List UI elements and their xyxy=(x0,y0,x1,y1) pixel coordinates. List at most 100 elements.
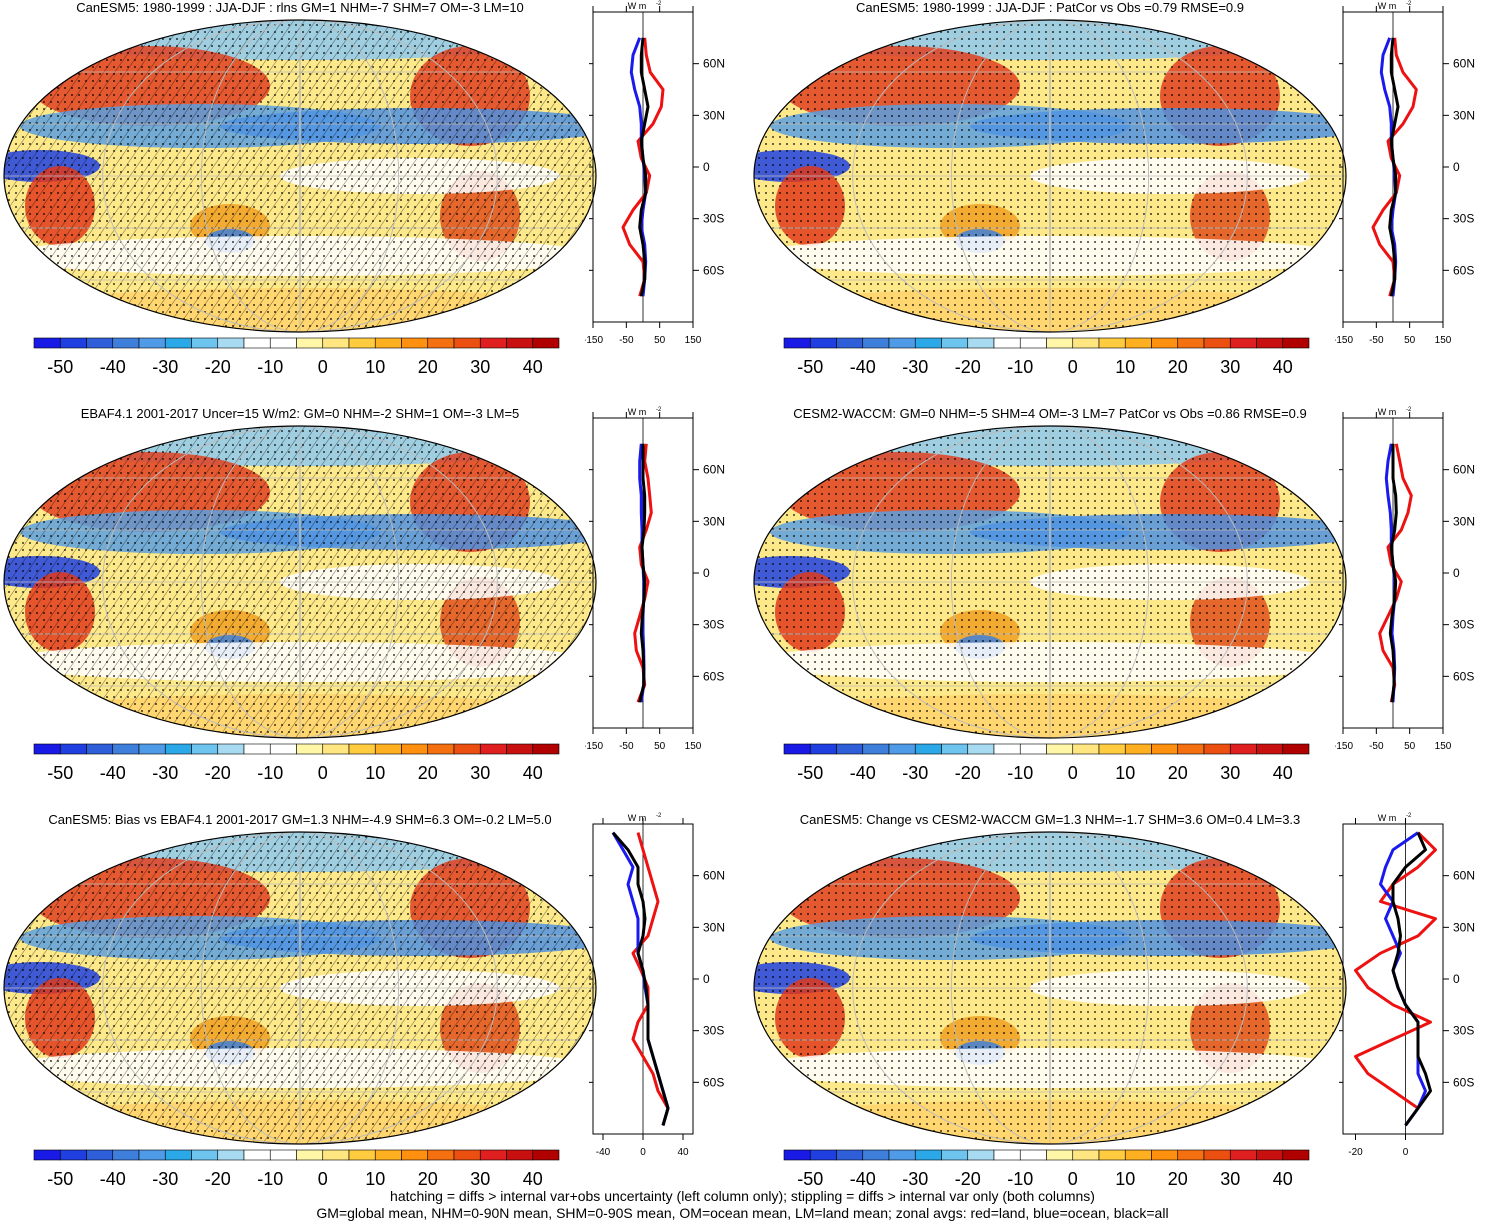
colorbar-swatch xyxy=(967,743,995,755)
panel-title: CanESM5: 1980-1999 : JJA-DJF : rlns GM=1… xyxy=(76,0,524,15)
colorbar-swatch xyxy=(374,1149,402,1161)
colorbar-swatch xyxy=(809,337,837,349)
colorbar-label: 40 xyxy=(523,357,543,377)
longitude-line xyxy=(950,832,1150,1144)
colorbar-swatch xyxy=(322,337,350,349)
x-tick-label: -150 xyxy=(1335,741,1353,752)
colorbar-label: 0 xyxy=(1068,1169,1078,1189)
colorbar-label: -20 xyxy=(955,1169,981,1189)
colorbar-swatch xyxy=(243,743,271,755)
colorbar-swatch xyxy=(836,1149,864,1161)
colorbar-swatch xyxy=(401,1149,429,1161)
y-tick-label: 0 xyxy=(703,566,710,580)
colorbar-swatch xyxy=(374,337,402,349)
colorbar-swatch xyxy=(809,1149,837,1161)
zonal-all-line xyxy=(1388,37,1400,297)
colorbar: -50-40-30-20-1001020304050 xyxy=(783,743,1310,783)
colorbar-label: 10 xyxy=(1115,763,1135,783)
y-tick-label: 30S xyxy=(703,618,724,632)
y-tick-label: 60S xyxy=(703,1075,724,1089)
colorbar-swatch xyxy=(296,337,324,349)
colorbar-label: -20 xyxy=(955,357,981,377)
colorbar-swatch xyxy=(59,743,87,755)
colorbar: -50-40-30-20-1001020304050 xyxy=(33,1149,560,1189)
longitude-line xyxy=(950,426,1150,738)
zonal-unit-superscript: -2 xyxy=(1406,407,1412,413)
colorbar-swatch xyxy=(1124,1149,1152,1161)
longitude-line xyxy=(299,20,301,332)
x-tick-label: 0 xyxy=(1403,1147,1409,1158)
colorbar-label: -40 xyxy=(850,1169,876,1189)
longitude-line xyxy=(200,426,400,738)
panel-title: CanESM5: Bias vs EBAF4.1 2001-2017 GM=1.… xyxy=(48,812,552,827)
colorbar-label: 40 xyxy=(1273,357,1293,377)
x-tick-label: 0 xyxy=(640,1147,646,1158)
colorbar-swatch xyxy=(1229,337,1257,349)
colorbar-swatch xyxy=(191,743,219,755)
longitude-line xyxy=(102,20,498,332)
y-tick-label: 60N xyxy=(1453,57,1475,71)
colorbar-label: -50 xyxy=(47,1169,73,1189)
panel-middle-right: CESM2-WACCM: GM=0 NHM=-5 SHM=4 OM=-3 LM=… xyxy=(750,406,1485,812)
map-plot xyxy=(753,831,1347,1145)
y-tick-label: 60N xyxy=(1453,869,1475,883)
map-border xyxy=(753,425,1347,739)
colorbar-label: -40 xyxy=(850,763,876,783)
y-tick-label: 0 xyxy=(1453,160,1460,174)
panel-title: CanESM5: 1980-1999 : JJA-DJF : PatCor vs… xyxy=(855,0,1244,15)
colorbar-swatch xyxy=(1019,743,1047,755)
colorbar-swatch xyxy=(1229,1149,1257,1161)
colorbar-swatch xyxy=(138,743,166,755)
zonal-all-line xyxy=(1391,832,1432,1127)
y-tick-label: 30N xyxy=(1453,920,1475,934)
footer-note-2: GM=global mean, NHM=0-90N mean, SHM=0-90… xyxy=(316,1205,1169,1221)
colorbar-label: 10 xyxy=(1115,1169,1135,1189)
colorbar-swatch xyxy=(1256,1149,1284,1161)
map-field xyxy=(4,832,596,1144)
longitude-line xyxy=(299,832,301,1144)
x-tick-label: -50 xyxy=(1369,335,1384,346)
y-tick-label: 60S xyxy=(1453,669,1474,683)
colorbar-swatch xyxy=(1151,337,1179,349)
colorbar-swatch xyxy=(479,1149,507,1161)
colorbar-label: 10 xyxy=(1115,357,1135,377)
zonal-mean-plot: W m -2 -150 -50 50 150 60N 30N 0 30S 60S xyxy=(1335,1,1475,346)
colorbar-swatch xyxy=(993,743,1021,755)
longitude-line xyxy=(102,426,498,738)
colorbar-label: 30 xyxy=(470,1169,490,1189)
panel-top-right: CanESM5: 1980-1999 : JJA-DJF : PatCor vs… xyxy=(750,0,1485,406)
colorbar-swatch xyxy=(1282,743,1310,755)
colorbar-swatch xyxy=(836,337,864,349)
colorbar-swatch xyxy=(1046,1149,1074,1161)
zonal-unit-label: W m xyxy=(628,813,647,823)
longitude-line xyxy=(299,426,301,738)
y-tick-label: 30S xyxy=(703,1024,724,1038)
colorbar-swatch xyxy=(217,743,245,755)
colorbar-swatch xyxy=(1177,337,1205,349)
panel-title: CESM2-WACCM: GM=0 NHM=-5 SHM=4 OM=-3 LM=… xyxy=(793,406,1307,421)
colorbar-label: -10 xyxy=(257,357,283,377)
colorbar-swatch xyxy=(86,1149,114,1161)
colorbar-label: -20 xyxy=(205,763,231,783)
colorbar-swatch xyxy=(1046,337,1074,349)
colorbar-swatch xyxy=(1282,1149,1310,1161)
colorbar-swatch xyxy=(112,1149,140,1161)
zonal-all-line xyxy=(638,443,647,703)
colorbar-swatch xyxy=(1098,1149,1126,1161)
x-tick-label: -20 xyxy=(1348,1147,1363,1158)
colorbar-label: 30 xyxy=(470,357,490,377)
colorbar-swatch xyxy=(1124,743,1152,755)
colorbar-swatch xyxy=(348,337,376,349)
colorbar-swatch xyxy=(348,1149,376,1161)
colorbar-label: -30 xyxy=(902,357,928,377)
panel-title: CanESM5: Change vs CESM2-WACCM GM=1.3 NH… xyxy=(799,812,1301,827)
zonal-unit-superscript: -2 xyxy=(656,407,662,413)
colorbar-swatch xyxy=(1151,1149,1179,1161)
colorbar-swatch xyxy=(1151,743,1179,755)
longitude-line xyxy=(1049,426,1051,738)
colorbar-swatch xyxy=(862,337,890,349)
x-tick-label: -50 xyxy=(1369,741,1384,752)
colorbar-swatch xyxy=(506,1149,534,1161)
colorbar-label: 20 xyxy=(418,1169,438,1189)
colorbar-label: 40 xyxy=(523,763,543,783)
